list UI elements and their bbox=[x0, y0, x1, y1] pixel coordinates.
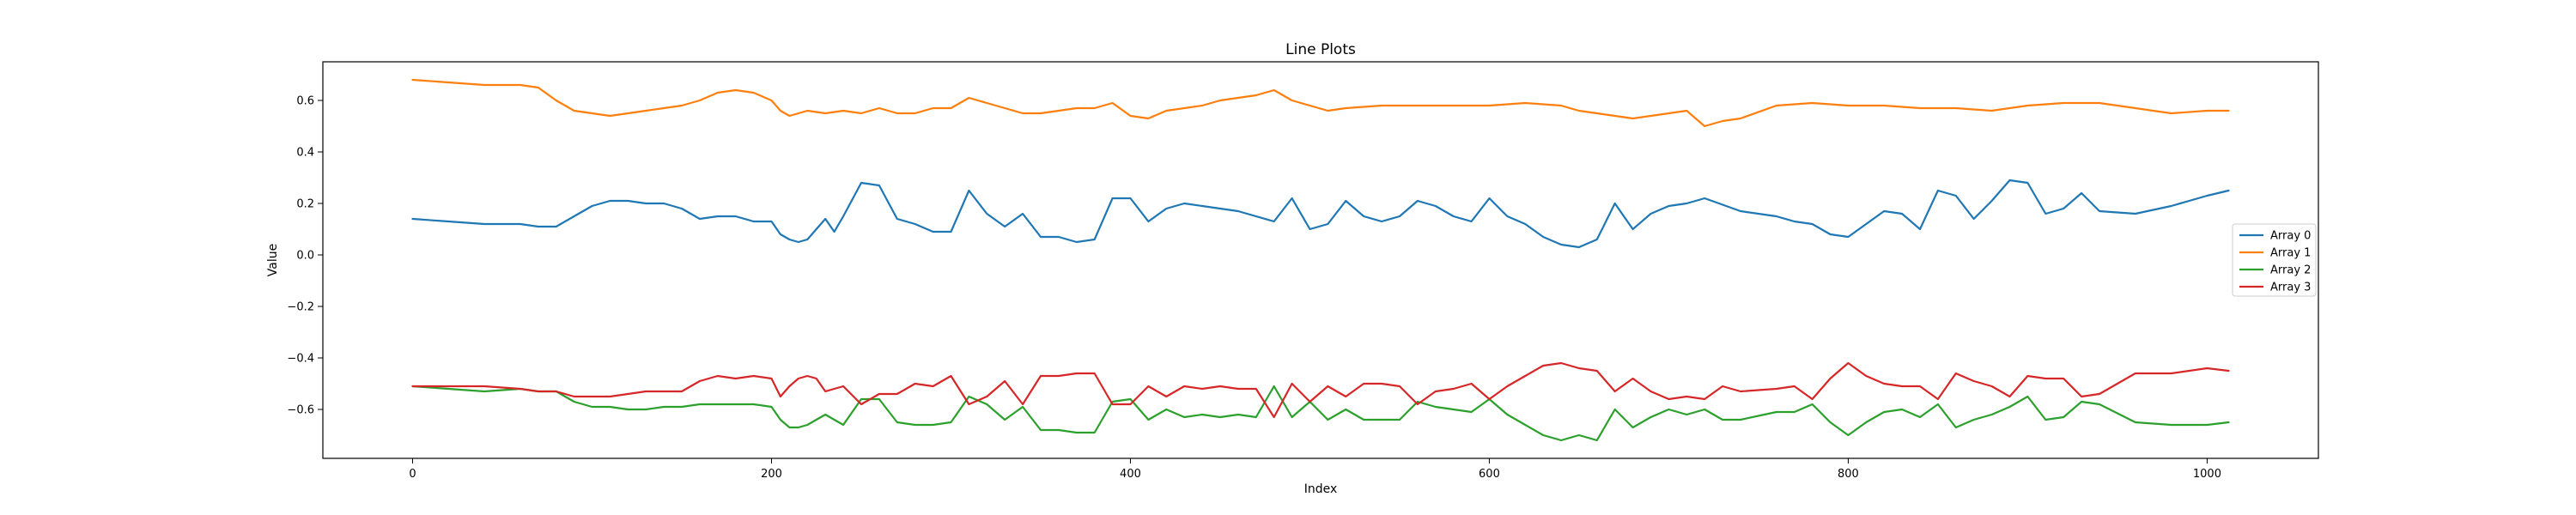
series-line-1 bbox=[411, 78, 2230, 128]
y-tick-label: 0.2 bbox=[296, 198, 314, 211]
x-tick-label: 200 bbox=[761, 468, 782, 481]
legend: Array 0 Array 1 Array 2 Array 3 bbox=[2232, 223, 2317, 297]
axes-frame bbox=[322, 61, 2319, 459]
legend-label-0: Array 0 bbox=[2270, 230, 2311, 243]
y-tick-label: 0.0 bbox=[296, 250, 314, 263]
x-axis-label: Index bbox=[1304, 482, 1338, 496]
x-tick-label: 800 bbox=[1838, 468, 1859, 481]
series-line-2 bbox=[411, 385, 2230, 442]
y-tick-label: 0.4 bbox=[296, 147, 314, 160]
y-tick-label: −0.6 bbox=[287, 404, 314, 417]
x-tick-label: 0 bbox=[409, 468, 416, 481]
y-tick-label: −0.4 bbox=[287, 353, 314, 366]
x-tick-label: 1000 bbox=[2193, 468, 2221, 481]
legend-label-2: Array 2 bbox=[2270, 264, 2311, 277]
x-tick-label: 400 bbox=[1120, 468, 1141, 481]
legend-box bbox=[2232, 223, 2317, 297]
legend-label-1: Array 1 bbox=[2270, 247, 2311, 260]
plot-area bbox=[411, 78, 2230, 442]
y-axis-label: Value bbox=[266, 244, 280, 276]
chart-title: Line Plots bbox=[1285, 41, 1356, 58]
x-tick-label: 600 bbox=[1479, 468, 1500, 481]
y-tick-label: −0.2 bbox=[287, 301, 314, 314]
x-axis: 0 200 400 600 800 1000 bbox=[409, 458, 2221, 481]
y-tick-label: 0.6 bbox=[296, 95, 314, 108]
y-axis: −0.6 −0.4 −0.2 0.0 0.2 0.4 0.6 bbox=[287, 95, 323, 417]
series-line-0 bbox=[411, 179, 2230, 249]
legend-label-3: Array 3 bbox=[2270, 282, 2311, 294]
series-line-3 bbox=[411, 361, 2230, 419]
